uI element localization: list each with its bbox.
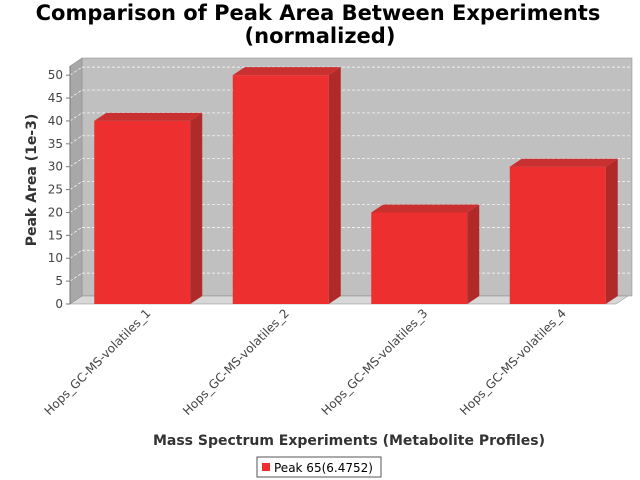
grid-line-side [69,227,83,236]
bar-side [467,204,480,304]
bar-side [605,158,618,304]
bar-side [190,112,203,304]
grid-line-side [69,112,83,122]
bars-group [94,67,618,305]
grid-line-side [69,158,83,167]
bar-front [509,166,606,304]
bar-top [232,67,341,76]
bar [371,204,480,304]
y-tick-label: 30 [48,160,63,174]
bar [94,112,203,304]
grid-line-side [69,66,83,76]
y-tick-label: 35 [48,137,63,151]
grid-line-side [69,272,83,282]
y-tick-label: 0 [55,297,63,311]
bar-front [94,120,191,304]
legend: Peak 65(6.4752) [256,456,382,478]
bar-front [371,212,468,304]
bar-top [509,158,618,167]
chart-title-line-2: (normalized) [245,24,396,48]
y-tick-label: 5 [55,274,63,288]
legend-label: Peak 65(6.4752) [274,461,373,475]
grid-line-side [69,135,83,145]
chart-title-line-1: Comparison of Peak Area Between Experime… [36,1,601,25]
grid-line-side [69,249,83,259]
x-tick-label: Hops_GC-MS-volatiles_4 [457,306,569,418]
x-tick-label: Hops_GC-MS-volatiles_1 [42,306,154,418]
bar-front [232,75,329,305]
y-tick-label: 50 [48,68,63,82]
bar-top [94,112,203,121]
legend-box [256,456,382,478]
grid-line-side [69,89,83,99]
y-axis: 0 5 10 15 20 25 30 35 40 45 50 [48,66,71,311]
bar-side [328,67,341,305]
x-tick-label: Hops_GC-MS-volatiles_3 [319,306,431,418]
y-tick-label: 15 [48,228,63,242]
bar [509,158,618,304]
y-tick-label: 20 [48,205,63,219]
grid-line-side [69,204,83,213]
x-tick-labels: Hops_GC-MS-volatiles_1 Hops_GC-MS-volatil… [42,306,569,418]
bar-top [371,204,480,213]
y-axis-label: Peak Area (1e-3) [24,114,40,247]
y-tick-label: 10 [48,251,63,265]
grid-line-side [69,181,83,190]
plot-left-wall [69,57,83,305]
y-tick-label: 45 [48,91,63,105]
x-axis-label: Mass Spectrum Experiments (Metabolite Pr… [153,433,545,449]
y-tick-label: 40 [48,114,63,128]
bar [232,67,341,305]
legend-swatch [262,463,270,471]
y-tick-label: 25 [48,183,63,197]
x-tick-label: Hops_GC-MS-volatiles_2 [180,306,292,418]
